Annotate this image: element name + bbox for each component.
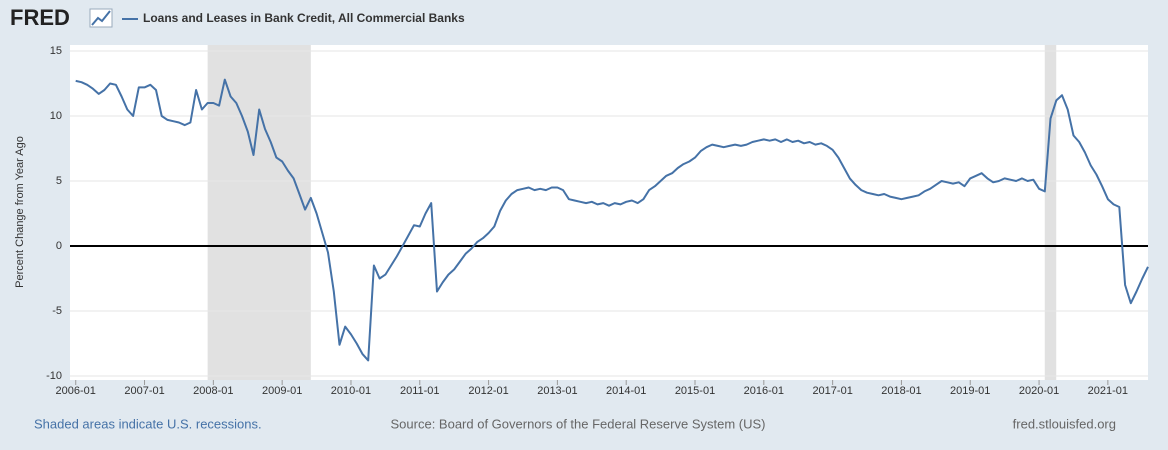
y-tick-label: -5 [52,305,62,317]
x-tick-label: 2018-01 [881,385,921,397]
recession-band [1044,45,1057,380]
footer-note: Shaded areas indicate U.S. recessions. [34,416,262,431]
x-tick-label: 2014-01 [606,385,646,397]
x-tick-label: 2017-01 [812,385,852,397]
y-axis-label: Percent Change from Year Ago [14,136,26,288]
x-tick-label: 2019-01 [950,385,990,397]
y-tick-label: 15 [50,45,62,57]
x-tick-label: 2012-01 [468,385,508,397]
x-tick-label: 2007-01 [124,385,164,397]
y-tick-label: -10 [46,370,62,382]
logo: FRED [10,5,70,30]
x-tick-label: 2016-01 [744,385,784,397]
x-tick-label: 2010-01 [331,385,371,397]
x-tick-label: 2020-01 [1019,385,1059,397]
logo-icon [89,8,113,28]
y-tick-label: 5 [56,175,62,187]
x-tick-label: 2009-01 [262,385,302,397]
y-tick-label: 0 [56,240,62,252]
x-tick-label: 2008-01 [193,385,233,397]
x-tick-label: 2013-01 [537,385,577,397]
recession-band [207,45,311,380]
x-tick-label: 2015-01 [675,385,715,397]
x-tick-label: 2021-01 [1088,385,1128,397]
legend-label: Loans and Leases in Bank Credit, All Com… [143,11,465,25]
footer-url: fred.stlouisfed.org [1013,416,1116,431]
x-tick-label: 2011-01 [400,385,440,397]
series-line [75,78,1149,362]
y-tick-label: 10 [50,110,62,122]
x-tick-label: 2006-01 [56,385,96,397]
footer-source: Source: Board of Governors of the Federa… [391,416,766,431]
